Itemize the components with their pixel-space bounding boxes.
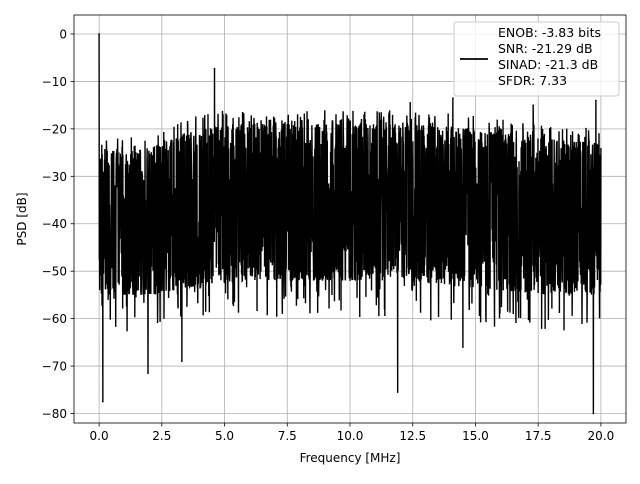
x-tick-label: 10.0 [337,429,364,443]
x-tick-label: 2.5 [152,429,171,443]
legend-label-line: SFDR: 7.33 [498,73,567,88]
y-tick-label: −50 [42,265,67,279]
legend-box [453,21,620,97]
psd-dip-point [462,346,464,348]
psd-dip-point [592,412,595,415]
x-tick-label: 15.0 [462,429,489,443]
psd-peak-point [213,67,216,70]
psd-peak-point [452,97,454,99]
x-tick-label: 7.5 [278,429,297,443]
x-axis-label: Frequency [MHz] [300,451,401,465]
x-axis: 0.0 2.5 5.0 7.5 10.0 12.5 15.0 17.5 20.0 [90,423,615,443]
psd-dip-point [181,360,183,363]
psd-peak-point [98,33,100,35]
psd-dip-point [147,372,149,374]
x-tick-label: 12.5 [399,429,426,443]
psd-dip-point [102,400,104,403]
y-tick-label: −70 [42,360,67,374]
legend: ENOB: -3.83 bits SNR: -21.29 dB SINAD: -21… [453,21,620,97]
psd-peak-point [532,104,534,106]
y-tick-label: 0 [59,27,67,41]
x-tick-label: 5.0 [215,429,234,443]
y-tick-label: −20 [42,122,67,136]
x-tick-label: 0.0 [90,429,109,443]
legend-label-line: SINAD: -21.3 dB [498,57,598,72]
y-tick-label: −10 [42,75,67,89]
legend-label: ENOB: -3.83 bits SNR: -21.29 dB SINAD: -21… [498,25,601,88]
y-tick-label: −60 [42,312,67,326]
psd-series-line [98,33,602,414]
y-tick-label: −80 [42,407,67,421]
legend-label-line: ENOB: -3.83 bits [498,25,601,40]
psd-peak-point [595,99,597,102]
psd-dip-point [396,391,399,393]
x-tick-label: 20.0 [588,429,615,443]
y-tick-label: −40 [42,217,67,231]
psd-peak-point [409,101,412,104]
x-tick-label: 17.5 [525,429,552,443]
legend-label-line: SNR: -21.29 dB [498,41,593,56]
series-layer [98,33,602,415]
y-axis-label: PSD [dB] [15,192,29,245]
y-axis: 0 −10 −20 −30 −40 −50 −60 −70 −80 [42,27,74,421]
y-tick-label: −30 [42,170,67,184]
